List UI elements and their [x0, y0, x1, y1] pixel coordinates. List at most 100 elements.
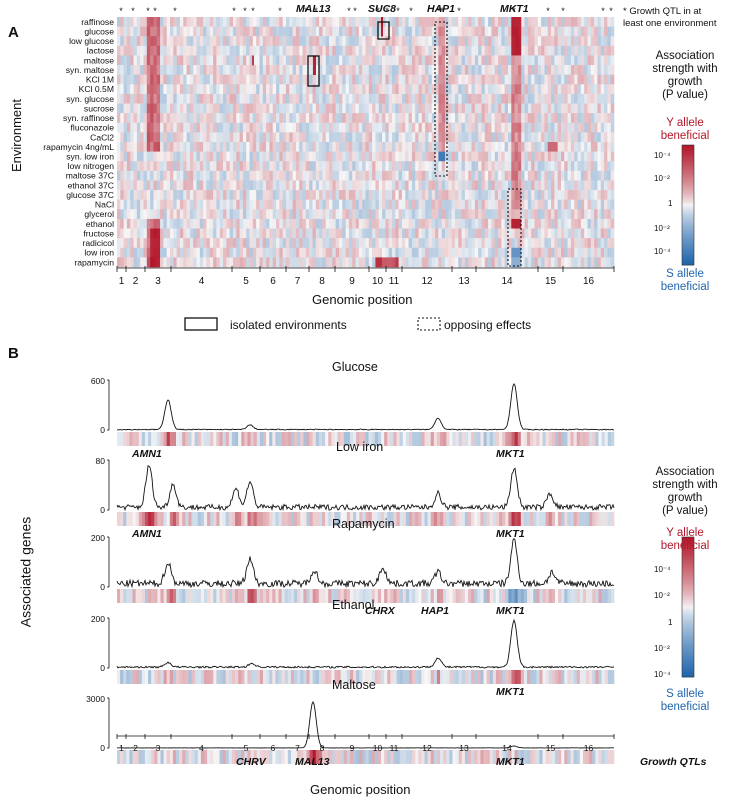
heatmap-cell — [325, 45, 330, 56]
track-0-strip-cell — [576, 432, 581, 446]
track-1-strip-cell — [384, 512, 388, 526]
heatmap-cell — [445, 36, 449, 47]
track-0-strip-cell — [194, 432, 199, 446]
heatmap-cell — [348, 45, 353, 56]
heatmap-cell — [481, 113, 486, 124]
heatmap-cell — [557, 17, 562, 27]
heatmap-cell — [484, 180, 489, 191]
heatmap-cell — [365, 142, 370, 152]
heatmap-cell — [153, 142, 158, 152]
heatmap-cell — [438, 26, 442, 37]
track-2-strip-cell — [362, 589, 366, 603]
heatmap-cell — [232, 93, 237, 104]
heatmap-cell — [295, 122, 300, 133]
heatmap-cell — [239, 55, 244, 66]
heatmap-cell — [481, 151, 486, 162]
heatmap-cell — [524, 199, 529, 210]
heatmap-cell — [123, 113, 128, 124]
heatmap-cell — [521, 55, 525, 66]
heatmap-cell — [388, 17, 393, 27]
heatmap-cell — [166, 17, 171, 27]
track-4-strip-cell — [353, 750, 357, 764]
heatmap-cell — [355, 257, 360, 268]
heatmap-cell — [491, 218, 496, 229]
heatmap-cell — [544, 161, 549, 172]
heatmap-cell — [140, 84, 144, 95]
heatmap-cell — [388, 190, 393, 200]
heatmap-cell — [269, 74, 274, 85]
heatmap-cell — [484, 161, 489, 172]
heatmap-cell — [312, 190, 317, 200]
heatmap-cell — [570, 161, 575, 172]
heatmap-cell — [136, 180, 141, 191]
heatmap-cell — [160, 180, 164, 191]
heatmap-cell — [498, 74, 502, 85]
track-4-strip-cell — [200, 750, 205, 764]
panel-b-chrom-label-15: 15 — [546, 743, 556, 753]
track-0-strip-cell — [151, 432, 155, 446]
heatmap-cell — [156, 84, 161, 95]
heatmap-cell — [312, 209, 317, 220]
heatmap-cell — [242, 218, 247, 229]
heatmap-cell — [252, 170, 257, 181]
heatmap-cell — [511, 26, 515, 37]
heatmap-cell — [551, 180, 555, 191]
heatmap-cell — [176, 17, 181, 27]
heatmap-cell — [494, 36, 499, 47]
heatmap-cell — [610, 218, 615, 229]
heatmap-cell — [276, 190, 280, 200]
heatmap-cell — [574, 247, 578, 258]
colorbar-a-segment — [682, 153, 694, 156]
heatmap-cell — [425, 84, 429, 95]
heatmap-cell — [203, 180, 207, 191]
heatmap-cell — [179, 238, 184, 249]
heatmap-cell — [474, 142, 479, 152]
heatmap-cell — [567, 170, 572, 181]
heatmap-cell — [266, 228, 270, 239]
heatmap-cell — [319, 228, 323, 239]
track-2-strip-cell — [381, 589, 385, 603]
heatmap-cell — [166, 26, 171, 37]
heatmap-cell — [279, 122, 283, 133]
heatmap-cell — [554, 257, 558, 268]
heatmap-cell — [358, 93, 363, 104]
heatmap-cell — [594, 190, 598, 200]
qtl-star-24: * — [609, 6, 613, 16]
heatmap-cell — [517, 122, 522, 133]
heatmap-cell — [491, 228, 496, 239]
heatmap-cell — [133, 238, 138, 249]
heatmap-cell — [289, 161, 293, 172]
heatmap-cell — [551, 247, 555, 258]
track-1-strip-cell — [486, 512, 491, 526]
heatmap-cell — [375, 26, 380, 37]
heatmap-cell — [239, 247, 244, 258]
heatmap-cell — [451, 151, 456, 162]
track-1-strip-cell — [120, 512, 124, 526]
heatmap-cell — [514, 209, 519, 220]
heatmap-cell — [345, 122, 350, 133]
heatmap-cell — [481, 45, 486, 56]
heatmap-cell — [580, 257, 585, 268]
heatmap-cell — [458, 45, 462, 56]
track-3-strip-cell — [477, 670, 481, 684]
heatmap-cell — [209, 93, 214, 104]
heatmap-cell — [524, 151, 529, 162]
heatmap-cell — [405, 17, 409, 27]
heatmap-cell — [560, 228, 565, 239]
heatmap-cell — [193, 103, 197, 114]
heatmap-cell — [302, 218, 307, 229]
heatmap-cell — [133, 36, 138, 47]
heatmap-cell — [584, 26, 588, 37]
heatmap-cell — [474, 113, 479, 124]
heatmap-cell — [146, 17, 151, 27]
heatmap-cell — [156, 190, 161, 200]
heatmap-cell — [166, 84, 171, 95]
heatmap-cell — [173, 113, 177, 124]
qtl-star-13: * — [376, 6, 380, 16]
heatmap-cell — [186, 132, 191, 143]
heatmap-cell — [517, 190, 522, 200]
heatmap-cell — [517, 45, 522, 56]
track-3-strip-cell — [241, 670, 245, 684]
heatmap-cell — [272, 247, 277, 258]
heatmap-cell — [335, 65, 340, 75]
